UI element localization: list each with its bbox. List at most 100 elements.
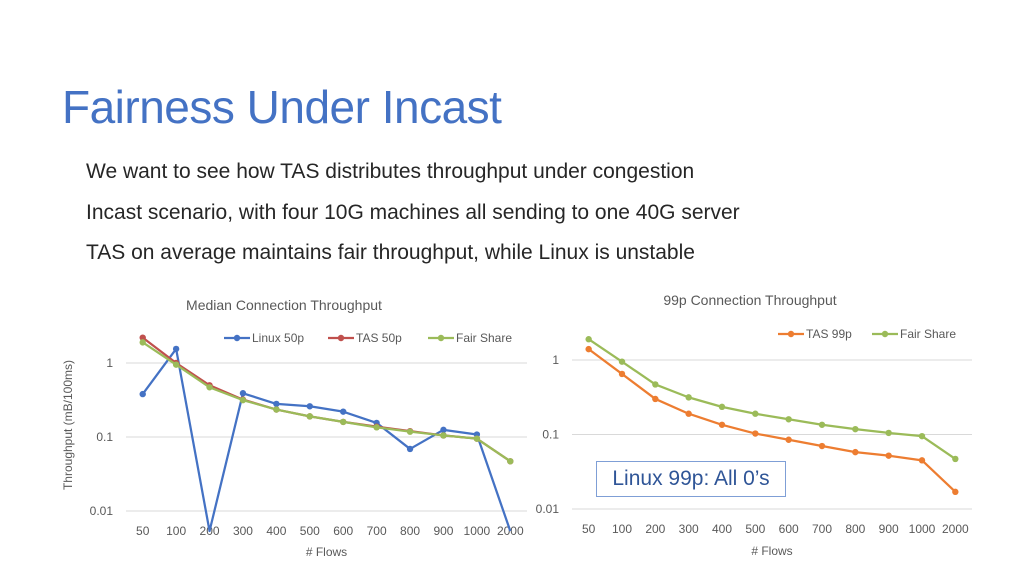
data-point <box>473 435 481 442</box>
data-point <box>652 381 659 388</box>
data-point <box>139 390 146 398</box>
data-point <box>139 339 146 346</box>
y-tick-label: 1 <box>106 356 113 370</box>
data-point <box>139 334 146 341</box>
data-point <box>440 426 447 434</box>
legend-marker <box>233 334 241 342</box>
x-tick-label: 300 <box>233 524 253 538</box>
legend-label: Linux 50p <box>252 331 304 345</box>
x-tick-label: 700 <box>812 522 832 536</box>
data-point <box>918 432 926 440</box>
legend-label: Fair Share <box>900 327 956 341</box>
x-tick-label: 800 <box>845 522 865 536</box>
data-point <box>952 455 959 463</box>
x-tick-label: 700 <box>367 524 387 538</box>
data-point <box>239 390 247 397</box>
series-line <box>141 347 512 533</box>
data-point <box>818 442 826 450</box>
data-point <box>340 408 347 415</box>
series-line <box>142 336 511 463</box>
data-point <box>373 424 380 431</box>
legend-label: TAS 50p <box>356 331 402 345</box>
x-tick-label: 600 <box>333 524 353 538</box>
data-point <box>239 396 247 404</box>
x-tick-label: 50 <box>582 522 596 536</box>
bullet-item: We want to see how TAS distributes throu… <box>86 160 695 183</box>
data-point <box>718 403 726 411</box>
data-point <box>273 406 280 413</box>
series-line <box>588 338 956 460</box>
data-point <box>406 428 414 435</box>
x-axis-label: # Flows <box>306 545 347 559</box>
bullet-item: Incast scenario, with four 10G machines … <box>86 200 740 224</box>
x-tick-label: 500 <box>745 522 765 536</box>
legend-marker <box>437 334 445 342</box>
chart-title: Median Connection Throughput <box>186 297 382 313</box>
legend-marker <box>337 334 345 342</box>
x-tick-label: 2000 <box>497 524 524 538</box>
x-tick-label: 100 <box>612 522 632 536</box>
legend-label: TAS 99p <box>806 327 852 341</box>
x-tick-label: 500 <box>300 524 320 538</box>
data-point <box>685 410 692 417</box>
data-point <box>885 452 892 459</box>
legend-marker <box>881 330 889 338</box>
slide-title: Fairness Under Incast <box>62 81 502 133</box>
data-point <box>172 345 180 353</box>
y-tick-label: 0.1 <box>542 428 559 442</box>
data-point <box>585 345 592 353</box>
data-point <box>718 421 726 428</box>
x-tick-label: 1000 <box>909 522 936 536</box>
data-point <box>952 488 959 496</box>
data-point <box>440 432 447 439</box>
data-point <box>785 416 792 423</box>
data-point <box>585 336 592 343</box>
data-point <box>618 358 626 365</box>
p99-throughput-chart: 99p Connection Throughput 1 0.1 0.01 50 100 20… <box>536 292 972 558</box>
data-point <box>885 429 892 437</box>
data-point <box>752 410 759 417</box>
data-point <box>507 458 514 465</box>
data-point <box>918 457 926 464</box>
data-point <box>652 395 659 403</box>
data-point <box>340 418 347 426</box>
data-point <box>406 445 414 453</box>
data-point <box>306 403 313 410</box>
y-tick-label: 0.1 <box>96 430 113 444</box>
y-tick-label: 1 <box>552 353 559 367</box>
x-tick-label: 2000 <box>942 522 969 536</box>
x-tick-label: 800 <box>400 524 420 538</box>
series-line <box>587 348 957 493</box>
bullet-item: TAS on average maintains fair throughput… <box>86 241 695 264</box>
data-point <box>273 400 280 408</box>
data-point <box>752 430 759 437</box>
chart-title: 99p Connection Throughput <box>663 292 836 308</box>
x-tick-label: 900 <box>879 522 899 536</box>
median-throughput-chart: Median Connection Throughput 1 0.1 0.01 50 10… <box>61 297 527 559</box>
data-point <box>785 436 792 443</box>
x-tick-label: 400 <box>712 522 732 536</box>
x-tick-label: 50 <box>136 524 150 538</box>
x-tick-label: 1000 <box>464 524 491 538</box>
data-point <box>852 425 859 433</box>
x-tick-label: 100 <box>166 524 186 538</box>
data-point <box>306 413 313 420</box>
linux-99p-callout: Linux 99p: All 0’s <box>596 461 786 497</box>
data-point <box>818 421 826 428</box>
data-point <box>685 394 692 401</box>
x-tick-label: 300 <box>679 522 699 536</box>
x-axis-label: # Flows <box>751 544 792 558</box>
x-tick-label: 400 <box>266 524 286 538</box>
y-tick-label: 0.01 <box>536 502 560 516</box>
x-tick-label: 600 <box>779 522 799 536</box>
bullet-list: We want to see how TAS distributes throu… <box>86 152 740 274</box>
x-tick-label: 900 <box>433 524 453 538</box>
data-point <box>618 370 626 378</box>
legend-marker <box>787 330 795 338</box>
series-line <box>142 341 511 463</box>
legend-label: Fair Share <box>456 331 512 345</box>
y-axis-label: Throughput (mB/100ms) <box>61 360 75 490</box>
y-tick-label: 0.01 <box>90 504 114 518</box>
x-tick-label: 200 <box>645 522 665 536</box>
data-point <box>206 384 213 391</box>
